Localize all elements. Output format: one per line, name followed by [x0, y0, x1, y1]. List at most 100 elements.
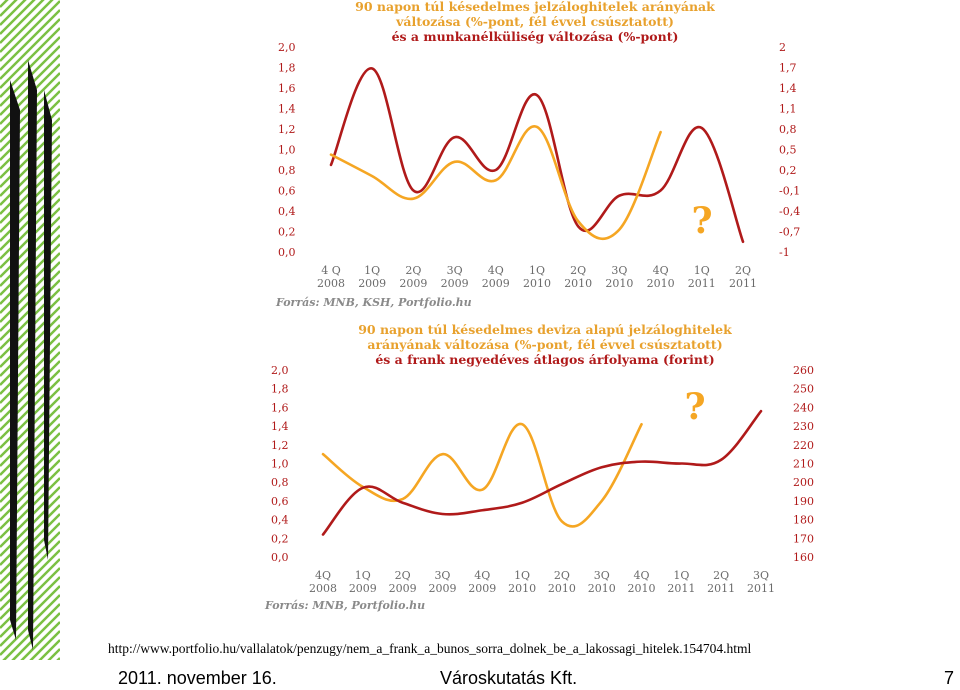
y-left-tick-label: 0,4: [278, 205, 296, 218]
chart-source-note: Forrás: MNB, Portfolio.hu: [264, 599, 425, 612]
x-tick-label: 1Q: [529, 264, 545, 277]
x-tick-label: 2Q: [570, 264, 586, 277]
y-left-tick-label: 0,6: [271, 495, 289, 508]
y-left-tick-label: 2,0: [271, 364, 289, 377]
chart-title-line: és a frank negyedéves átlagos árfolyama …: [375, 352, 714, 367]
chart-source-note: Forrás: MNB, KSH, Portfolio.hu: [275, 296, 472, 309]
source-url-link[interactable]: http://www.portfolio.hu/vallalatok/penzu…: [108, 641, 752, 656]
x-tick-label: 4Q: [653, 264, 669, 277]
decorative-left-band: [0, 0, 60, 660]
x-tick-label: 3Q: [753, 569, 769, 582]
y-right-tick-label: 220: [793, 439, 814, 452]
green-stripe: [0, 0, 18, 17]
x-tick-label: 2008: [317, 277, 345, 290]
series-line-1: [321, 422, 643, 528]
footer-date: 2011. november 16.: [118, 668, 277, 688]
x-tick-label: 2009: [428, 582, 456, 595]
footer-page-number: 7: [944, 668, 955, 688]
y-right-tick-label: 0,8: [779, 123, 797, 136]
series-line-1: [329, 67, 745, 244]
y-left-tick-label: 1,2: [278, 123, 296, 136]
x-tick-label: 2009: [468, 582, 496, 595]
x-tick-label: 2010: [564, 277, 592, 290]
green-stripe: [11, 612, 60, 660]
series-line-2: [329, 125, 662, 241]
y-left-tick-label: 1,4: [271, 420, 289, 433]
y-right-tick-label: -0,4: [779, 205, 800, 218]
x-tick-label: 2009: [441, 277, 469, 290]
y-right-tick-label: 1,4: [779, 82, 797, 95]
y-left-tick-label: 0,8: [278, 164, 296, 177]
green-stripe: [0, 0, 27, 26]
green-stripe: [0, 18, 60, 80]
x-tick-label: 3Q: [434, 569, 450, 582]
x-tick-label: 2009: [349, 582, 377, 595]
x-tick-label: 2011: [729, 277, 757, 290]
x-tick-label: 2008: [309, 582, 337, 595]
x-tick-label: 2009: [389, 582, 417, 595]
y-right-tick-label: 240: [793, 401, 814, 414]
y-left-tick-label: 2,0: [278, 41, 296, 54]
green-stripe: [0, 0, 60, 62]
x-tick-label: 4Q: [488, 264, 504, 277]
x-tick-label: 2010: [588, 582, 616, 595]
green-stripe: [20, 621, 60, 660]
y-left-tick-label: 1,4: [278, 103, 296, 116]
green-stripe: [47, 648, 60, 660]
y-right-tick-label: 230: [793, 420, 814, 433]
x-tick-label: 2009: [358, 277, 386, 290]
x-tick-label: 1Q: [514, 569, 530, 582]
footer-organization: Városkutatás Kft.: [440, 668, 578, 688]
x-tick-label: 1Q: [694, 264, 710, 277]
question-mark-annotation: ?: [684, 386, 705, 428]
x-tick-label: 2Q: [735, 264, 751, 277]
x-tick-label: 2Q: [395, 569, 411, 582]
y-right-tick-label: 180: [793, 514, 814, 527]
x-tick-label: 3Q: [594, 569, 610, 582]
y-right-tick-label: 170: [793, 532, 814, 545]
black-bar: [44, 90, 52, 560]
green-stripe: [38, 639, 60, 660]
y-right-tick-label: 0,5: [779, 144, 797, 157]
x-tick-label: 4Q: [634, 569, 650, 582]
green-stripe: [0, 0, 45, 44]
y-left-tick-label: 1,0: [271, 458, 289, 471]
x-tick-label: 2011: [688, 277, 716, 290]
x-tick-label: 2010: [647, 277, 675, 290]
y-left-tick-label: 0,2: [278, 226, 296, 239]
x-tick-label: 1Q: [673, 569, 689, 582]
x-tick-label: 2009: [482, 277, 510, 290]
x-tick-label: 2010: [628, 582, 656, 595]
x-tick-label: 4Q: [474, 569, 490, 582]
y-left-tick-label: 1,0: [278, 144, 296, 157]
chart-title-line: arányának változása (%-pont, fél évvel c…: [367, 337, 722, 352]
y-left-tick-label: 0,4: [271, 514, 289, 527]
x-tick-label: 4Q: [315, 569, 331, 582]
green-stripe: [29, 630, 60, 660]
y-right-tick-label: 200: [793, 476, 814, 489]
x-tick-label: 1Q: [355, 569, 371, 582]
x-tick-label: 3Q: [611, 264, 627, 277]
green-stripe: [0, 0, 36, 35]
y-left-tick-label: 1,8: [278, 62, 296, 75]
y-left-tick-label: 1,8: [271, 383, 289, 396]
chart-fx-npl-vs-chf-rate: 90 napon túl késedelmes deviza alapú jel…: [264, 322, 814, 612]
x-tick-label: 2010: [523, 277, 551, 290]
y-right-tick-label: 2: [779, 41, 786, 54]
y-left-tick-label: 1,2: [271, 439, 289, 452]
y-left-tick-label: 0,2: [271, 532, 289, 545]
black-bar: [28, 60, 37, 650]
y-left-tick-label: 0,0: [271, 551, 289, 564]
chart-npl-vs-unemployment: 90 napon túl késedelmes jelzáloghitelek …: [275, 0, 800, 309]
green-stripe: [0, 27, 60, 89]
series-line-2: [321, 409, 763, 536]
x-tick-label: 2011: [667, 582, 695, 595]
chart-title-line: 90 napon túl késedelmes jelzáloghitelek …: [355, 0, 715, 14]
chart-title-line: 90 napon túl késedelmes deviza alapú jel…: [358, 322, 732, 337]
x-tick-label: 2010: [605, 277, 633, 290]
x-tick-label: 2011: [707, 582, 735, 595]
y-left-tick-label: 0,6: [278, 185, 296, 198]
y-left-tick-label: 0,0: [278, 246, 296, 259]
x-tick-label: 2010: [548, 582, 576, 595]
chart-title-line: és a munkanélküliség változása (%-pont): [392, 29, 679, 44]
